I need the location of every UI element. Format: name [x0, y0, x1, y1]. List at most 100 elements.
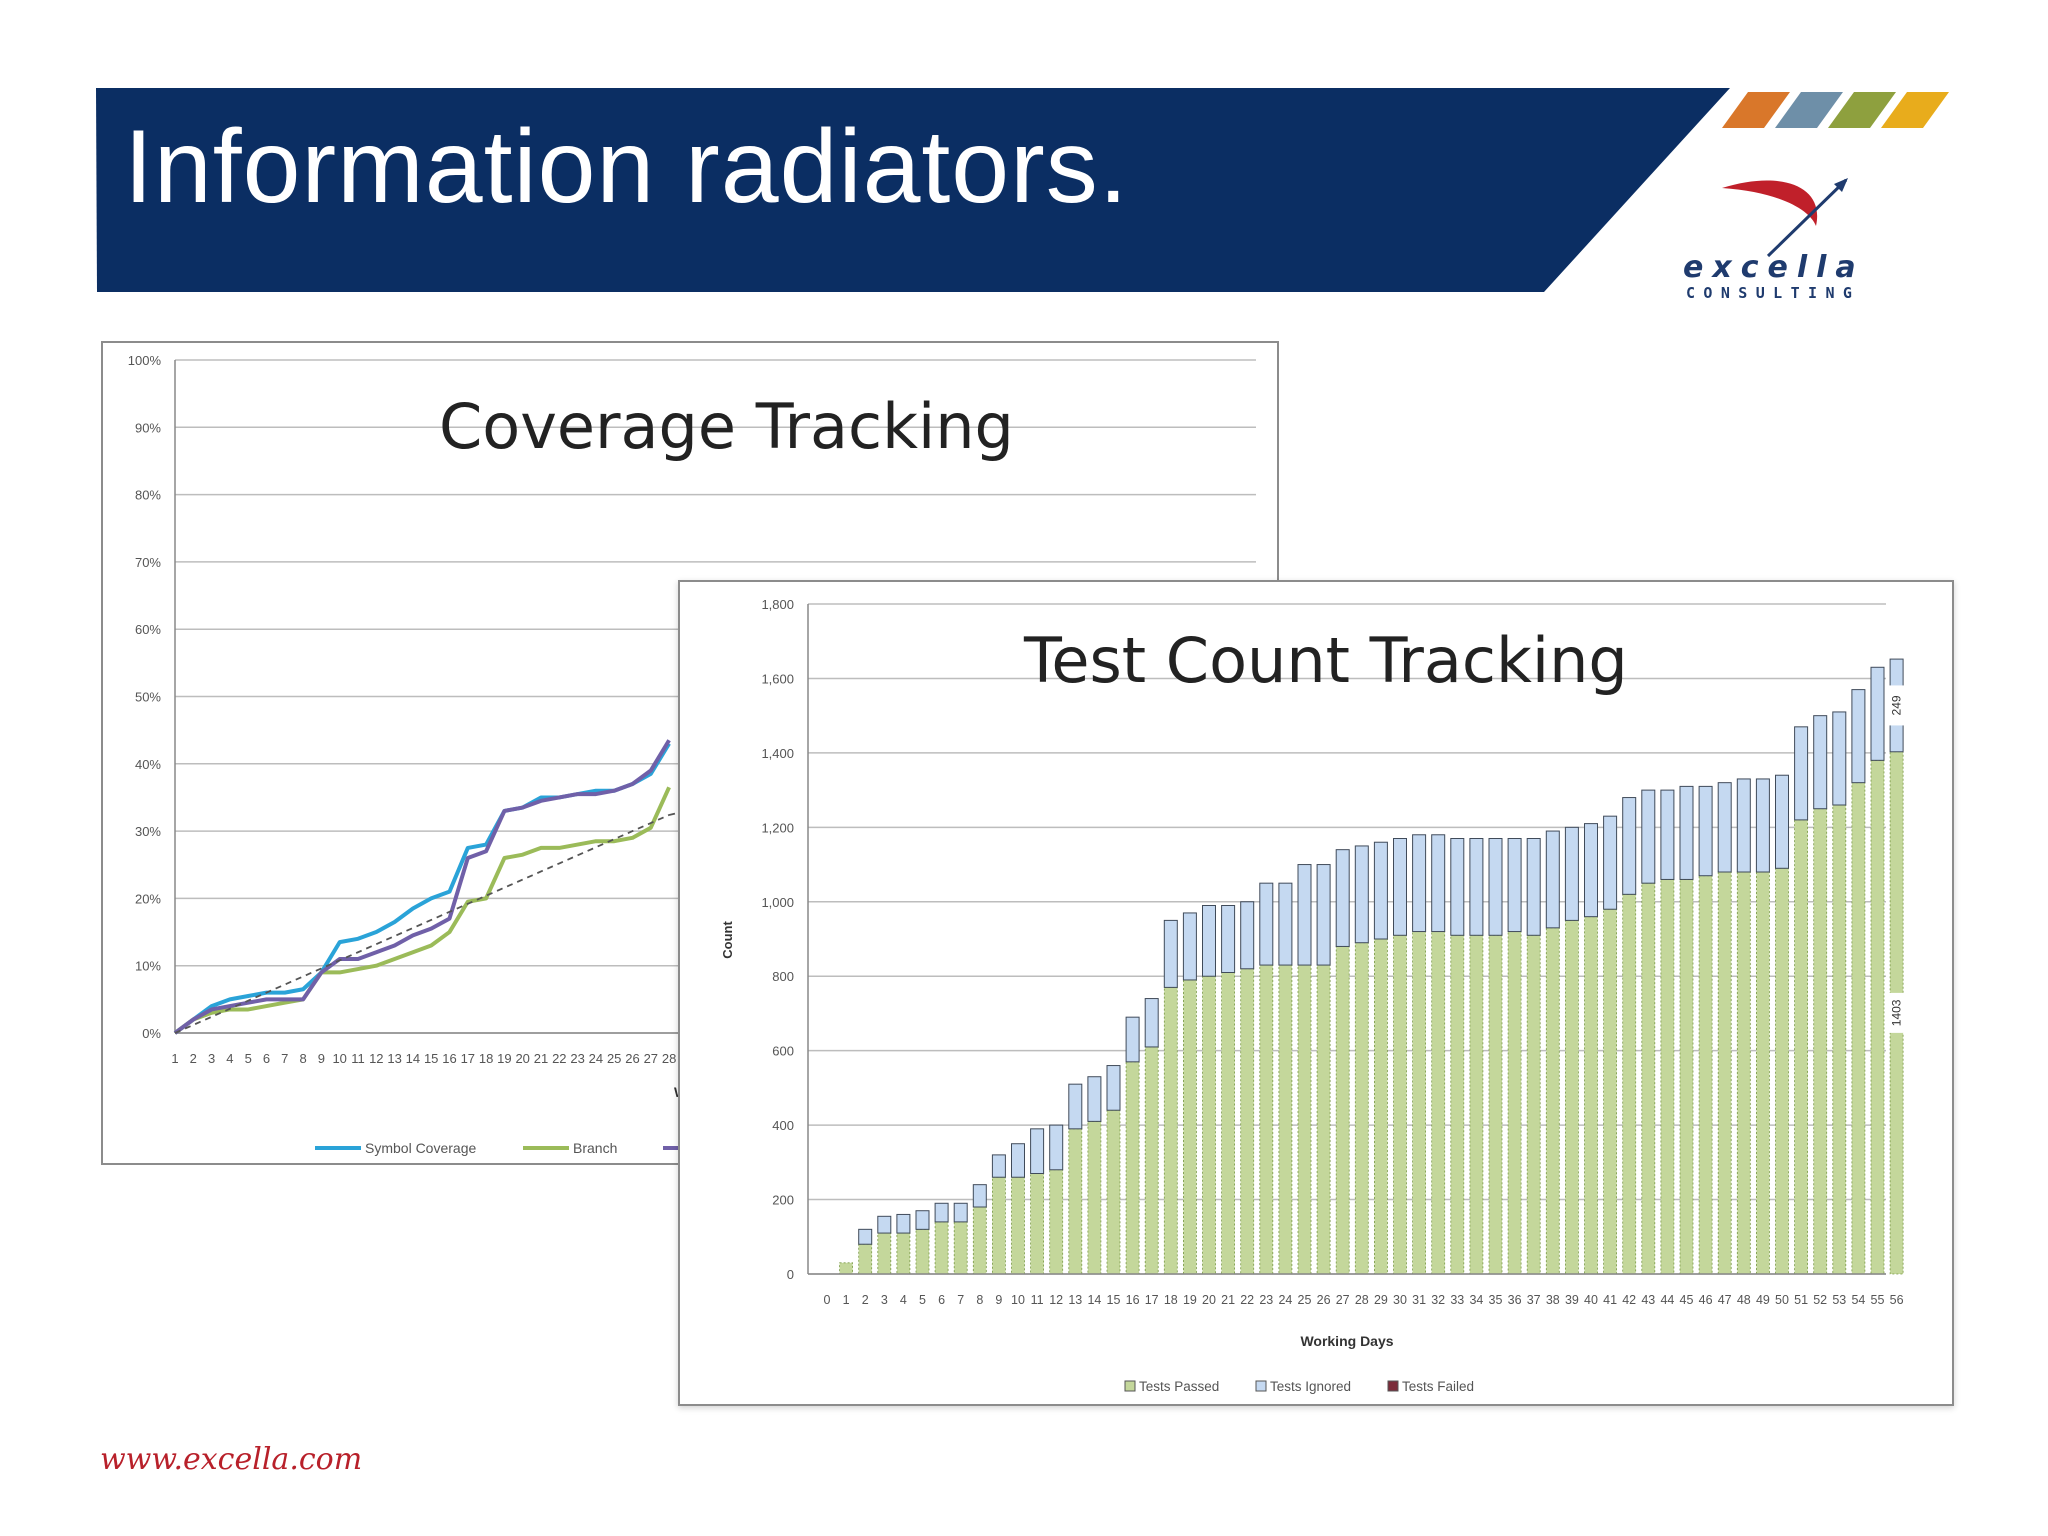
test-x-tick-label: 39 [1565, 1293, 1579, 1307]
test-bar-ignored [1717, 782, 1732, 873]
test-bar-passed [1870, 759, 1885, 1275]
test-bar-passed [1259, 964, 1274, 1275]
test-x-tick-label: 17 [1145, 1293, 1159, 1307]
test-x-tick-label: 0 [824, 1293, 831, 1307]
coverage-series-line [173, 742, 671, 1035]
coverage-x-tick-label: 16 [442, 1051, 456, 1066]
test-x-tick-label: 46 [1699, 1293, 1713, 1307]
test-bar-ignored [1125, 1016, 1140, 1063]
coverage-series-line [173, 739, 671, 1035]
test-x-axis-label: Working Days [1300, 1333, 1393, 1349]
test-x-tick-label: 27 [1336, 1293, 1350, 1307]
test-x-tick-label: 15 [1107, 1293, 1121, 1307]
test-y-tick-label: 0 [787, 1267, 794, 1282]
test-x-tick-label: 23 [1259, 1293, 1273, 1307]
test-bar-passed [1736, 871, 1751, 1275]
test-bar-ignored [1736, 778, 1751, 873]
slide-title: Information radiators. [124, 109, 1129, 225]
test-y-tick-label: 1,400 [761, 746, 794, 761]
test-bar-ignored [1622, 797, 1637, 895]
test-bar-passed [1622, 893, 1637, 1275]
test-bar-ignored [972, 1184, 987, 1208]
test-bar-passed [877, 1232, 892, 1275]
test-bar-passed [915, 1228, 930, 1275]
test-y-tick-label: 600 [772, 1044, 794, 1059]
coverage-x-tick-label: 9 [318, 1051, 325, 1066]
coverage-series-line [174, 814, 670, 1034]
test-y-tick-label: 1,600 [761, 671, 794, 686]
coverage-x-tick-label: 18 [479, 1051, 493, 1066]
test-x-tick-label: 13 [1068, 1293, 1082, 1307]
test-x-tick-label: 25 [1298, 1293, 1312, 1307]
coverage-chart-title: Coverage Tracking [439, 390, 1014, 463]
test-bar-ignored [1240, 901, 1255, 970]
test-bar-passed [1775, 867, 1789, 1275]
test-bar-passed [1221, 972, 1235, 1275]
test-bar-passed [1794, 819, 1808, 1275]
test-x-tick-label: 29 [1374, 1293, 1388, 1307]
test-x-tick-label: 40 [1584, 1293, 1598, 1307]
test-bar-ignored [1373, 841, 1388, 940]
test-bar-passed [1469, 934, 1484, 1275]
test-bar-passed [896, 1232, 911, 1275]
test-bar-passed [1851, 782, 1866, 1275]
test-legend-swatch [1255, 1380, 1267, 1392]
test-bar-passed [953, 1221, 968, 1275]
test-bar-ignored [934, 1202, 949, 1223]
test-bar-ignored [1584, 823, 1598, 918]
test-bar-ignored [1545, 830, 1560, 929]
test-bar-passed [1813, 808, 1828, 1275]
test-data-label: 249 [1890, 695, 1904, 715]
coverage-y-tick-label: 30% [135, 824, 161, 839]
test-y-tick-label: 200 [772, 1193, 794, 1208]
coverage-y-tick-label: 50% [135, 690, 161, 705]
test-x-tick-label: 50 [1775, 1293, 1789, 1307]
test-bar-passed [1278, 964, 1293, 1275]
stripe-blue [1775, 92, 1843, 128]
coverage-x-tick-label: 14 [406, 1051, 420, 1066]
test-bar-ignored [1297, 864, 1312, 966]
coverage-x-tick-label: 15 [424, 1051, 438, 1066]
test-bar-passed [1087, 1120, 1102, 1275]
test-bar-ignored [1660, 789, 1675, 880]
test-x-tick-label: 44 [1660, 1293, 1674, 1307]
test-bar-ignored [1068, 1083, 1083, 1130]
test-x-tick-label: 54 [1851, 1293, 1865, 1307]
test-x-tick-label: 24 [1278, 1293, 1292, 1307]
test-x-tick-label: 33 [1450, 1293, 1464, 1307]
test-count-chart: 02004006008001,0001,2001,4001,6001,800Co… [720, 597, 1905, 1394]
coverage-x-tick-label: 1 [171, 1051, 178, 1066]
test-bar-passed [1202, 975, 1216, 1275]
test-bar-ignored [1450, 838, 1465, 936]
test-legend-label: Tests Passed [1139, 1379, 1219, 1394]
test-bar-passed [1412, 931, 1426, 1275]
test-bar-ignored [1335, 849, 1350, 947]
coverage-y-tick-label: 60% [135, 622, 161, 637]
coverage-y-tick-label: 20% [135, 891, 161, 906]
test-bar-passed [1526, 934, 1541, 1275]
test-x-tick-label: 31 [1412, 1293, 1426, 1307]
coverage-x-tick-label: 3 [208, 1051, 215, 1066]
test-x-tick-label: 26 [1317, 1293, 1331, 1307]
test-bar-passed [1163, 986, 1178, 1275]
coverage-x-tick-label: 5 [245, 1051, 252, 1066]
coverage-y-tick-label: 10% [135, 959, 161, 974]
coverage-x-tick-label: 23 [570, 1051, 584, 1066]
test-bar-ignored [1354, 845, 1369, 944]
test-bar-passed [1603, 908, 1617, 1275]
test-x-tick-label: 37 [1527, 1293, 1541, 1307]
test-bar-passed [1240, 968, 1255, 1275]
test-bar-passed [1584, 916, 1598, 1275]
test-x-tick-label: 10 [1011, 1293, 1025, 1307]
coverage-y-tick-label: 70% [135, 555, 161, 570]
test-bar-passed [1450, 934, 1465, 1275]
test-bar-passed [1030, 1173, 1045, 1275]
test-bar-passed [934, 1221, 949, 1275]
test-legend-label: Tests Ignored [1270, 1379, 1351, 1394]
test-bar-passed [1182, 979, 1197, 1275]
test-bar-ignored [1106, 1065, 1121, 1111]
test-x-tick-label: 3 [881, 1293, 888, 1307]
test-bar-ignored [1755, 778, 1770, 873]
test-bar-passed [1717, 871, 1732, 1275]
test-bar-ignored [1813, 715, 1828, 810]
